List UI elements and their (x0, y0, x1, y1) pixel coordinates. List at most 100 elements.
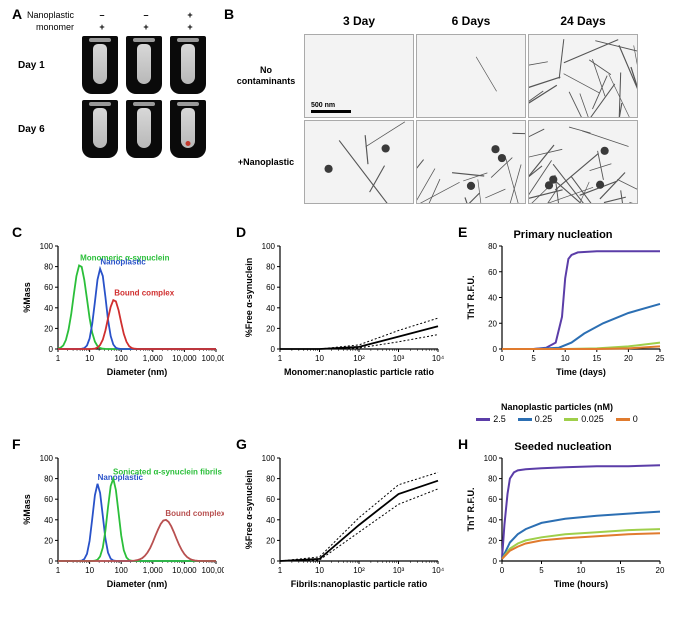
svg-text:60: 60 (266, 283, 275, 292)
chart-c: 0204060801001101001,00010,000100,000Diam… (14, 228, 224, 383)
chart-f: 0204060801001101001,00010,000100,000Diam… (14, 440, 224, 595)
panel-a: Nanoplastic – – + monomer + + + Day 1Day… (18, 10, 208, 164)
micrograph (528, 120, 638, 204)
svg-text:100: 100 (262, 242, 276, 251)
cond-1-1: + (126, 22, 166, 32)
panel-b-colhdr: 6 Days (416, 14, 526, 28)
tube-row-label: Day 6 (18, 124, 78, 135)
panel-b-rowhdr: No contaminants (230, 34, 302, 118)
tube (126, 36, 162, 94)
svg-text:Time (hours): Time (hours) (554, 579, 608, 589)
tube (126, 100, 162, 158)
svg-text:100: 100 (40, 242, 54, 251)
svg-text:40: 40 (44, 304, 53, 313)
svg-text:60: 60 (44, 283, 53, 292)
svg-text:100: 100 (40, 454, 54, 463)
svg-text:0: 0 (500, 354, 505, 363)
svg-text:10: 10 (561, 354, 570, 363)
scalebar (311, 110, 351, 113)
panel-b-rowhdr: +Nanoplastic (230, 120, 302, 204)
svg-text:Nanoplastic: Nanoplastic (100, 258, 146, 267)
svg-text:100: 100 (115, 354, 129, 363)
svg-text:15: 15 (616, 566, 625, 575)
svg-text:60: 60 (44, 495, 53, 504)
svg-text:80: 80 (44, 475, 53, 484)
svg-text:20: 20 (488, 319, 497, 328)
micrograph (416, 34, 526, 118)
chart-row-2: 0204060801001101001,00010,000100,000Diam… (14, 440, 668, 595)
panel-b-colhdr: 3 Day (304, 14, 414, 28)
svg-text:100: 100 (262, 454, 276, 463)
micrograph: 500 nm (304, 34, 414, 118)
svg-text:60: 60 (266, 495, 275, 504)
legend-items: 2.5 0.25 0.025 0 (476, 414, 638, 424)
svg-text:0: 0 (500, 566, 505, 575)
svg-text:15: 15 (592, 354, 601, 363)
svg-text:Time (days): Time (days) (556, 367, 606, 377)
chart-h: Seeded nucleation 02040608010005101520Ti… (458, 440, 668, 595)
svg-text:10,000: 10,000 (172, 566, 197, 575)
svg-text:40: 40 (488, 516, 497, 525)
svg-text:20: 20 (488, 536, 497, 545)
svg-text:20: 20 (624, 354, 633, 363)
tube-row: Day 6 (18, 100, 208, 158)
tube (170, 36, 206, 94)
micrograph (416, 120, 526, 204)
svg-text:5: 5 (531, 354, 536, 363)
cond-0-0: – (82, 10, 122, 20)
svg-text:0: 0 (49, 345, 54, 354)
svg-text:100,000: 100,000 (202, 354, 224, 363)
legend-title: Nanoplastic particles (nM) (501, 402, 613, 412)
svg-text:Diameter (nm): Diameter (nm) (107, 367, 168, 377)
svg-text:10: 10 (577, 566, 586, 575)
svg-text:40: 40 (44, 516, 53, 525)
tube (170, 100, 206, 158)
svg-text:%Free α-synuclein: %Free α-synuclein (244, 470, 254, 550)
svg-text:80: 80 (488, 242, 497, 251)
svg-text:10³: 10³ (393, 566, 405, 575)
cond-0-1: + (82, 22, 122, 32)
svg-text:ThT R.F.U.: ThT R.F.U. (466, 488, 476, 532)
pellet-icon (186, 141, 191, 146)
panel-b: 3 Day6 Days24 Days No contaminants500 nm+… (230, 10, 660, 204)
svg-text:Diameter (nm): Diameter (nm) (107, 579, 168, 589)
panel-b-grid: 3 Day6 Days24 Days No contaminants500 nm+… (230, 10, 660, 204)
legend-item: 0 (616, 414, 638, 424)
tube (82, 100, 118, 158)
svg-text:25: 25 (656, 354, 665, 363)
svg-text:60: 60 (488, 268, 497, 277)
svg-text:0: 0 (49, 557, 54, 566)
panel-a-row1-label: Nanoplastic (18, 10, 78, 20)
svg-text:100,000: 100,000 (202, 566, 224, 575)
legend-item: 0.25 (518, 414, 553, 424)
svg-text:80: 80 (266, 475, 275, 484)
svg-text:10: 10 (315, 354, 324, 363)
svg-text:0: 0 (493, 345, 498, 354)
svg-text:10,000: 10,000 (172, 354, 197, 363)
cond-2-1: + (170, 22, 210, 32)
micrograph (528, 34, 638, 118)
svg-text:20: 20 (44, 536, 53, 545)
tube (82, 36, 118, 94)
panel-a-header: Nanoplastic – – + monomer + + + (18, 10, 208, 32)
svg-text:1: 1 (278, 566, 283, 575)
micrograph (304, 120, 414, 204)
svg-text:1: 1 (278, 354, 283, 363)
svg-text:80: 80 (266, 263, 275, 272)
svg-text:10⁴: 10⁴ (432, 566, 445, 575)
svg-text:0: 0 (493, 557, 498, 566)
svg-text:1,000: 1,000 (143, 566, 164, 575)
panel-b-colhdr: 24 Days (528, 14, 638, 28)
svg-text:10: 10 (85, 566, 94, 575)
svg-text:%Mass: %Mass (22, 282, 32, 313)
legend-item: 2.5 (476, 414, 506, 424)
svg-text:Bound complex: Bound complex (165, 509, 224, 518)
svg-text:10²: 10² (353, 566, 365, 575)
svg-text:Sonicated α-synuclein fibrils: Sonicated α-synuclein fibrils (113, 468, 222, 477)
legend: Nanoplastic particles (nM) 2.5 0.25 0.025 0 (452, 402, 662, 424)
legend-item: 0.025 (564, 414, 604, 424)
svg-text:10: 10 (85, 354, 94, 363)
panel-a-tubes: Day 1Day 6 (18, 36, 208, 158)
svg-text:5: 5 (539, 566, 544, 575)
svg-text:0: 0 (271, 557, 276, 566)
